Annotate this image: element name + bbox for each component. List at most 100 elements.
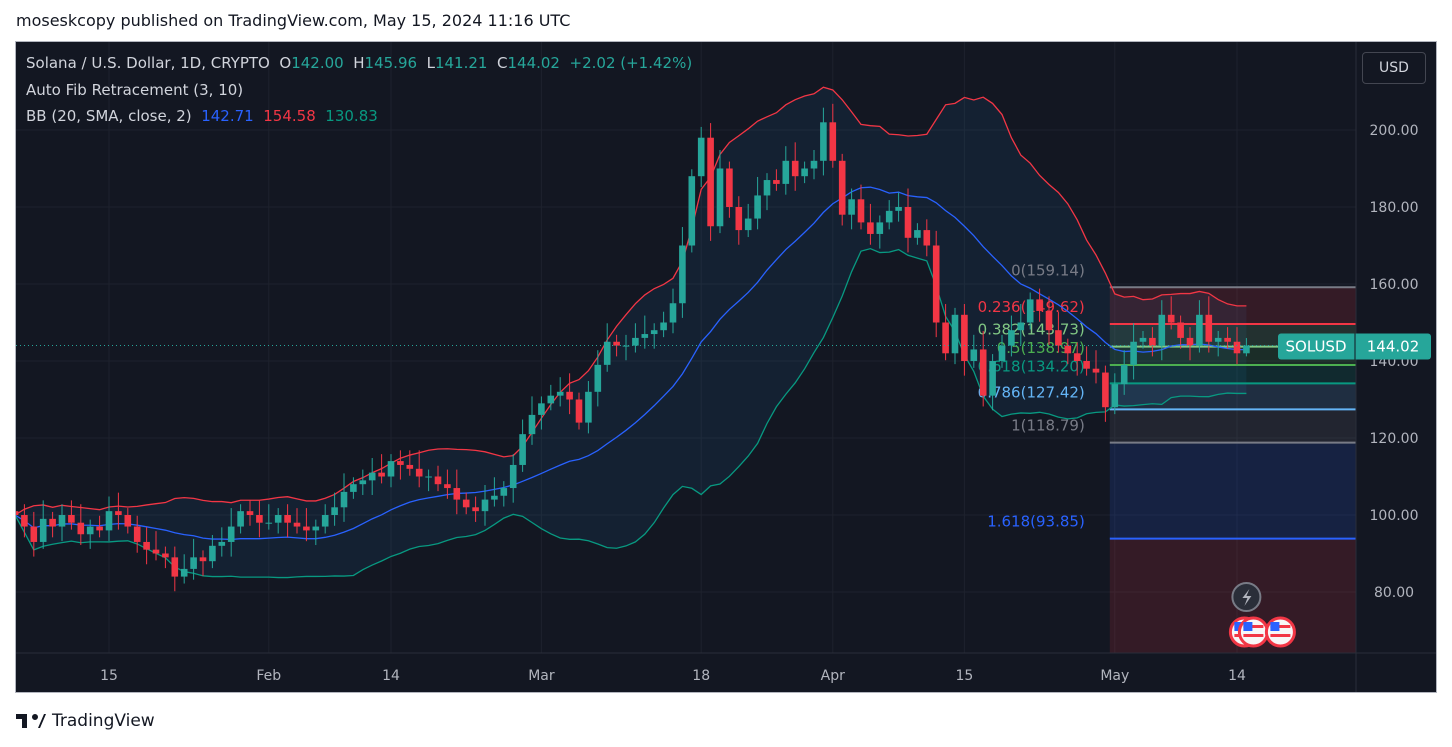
candle-body — [641, 334, 649, 338]
candle-body — [744, 218, 752, 231]
candle-body — [528, 414, 536, 435]
candle-body — [462, 499, 470, 508]
candle-body — [556, 391, 564, 396]
candle-body — [697, 137, 705, 177]
bb-upper-value: 154.58 — [263, 107, 316, 125]
fib-indicator-legend[interactable]: Auto Fib Retracement (3, 10) — [26, 81, 244, 99]
candle — [30, 511, 38, 557]
candle-body — [923, 230, 931, 246]
tradingview-logo[interactable]: TradingView — [16, 711, 155, 731]
bb-upper-line — [16, 86, 1247, 516]
candle-body — [979, 349, 987, 396]
candle-body — [716, 168, 724, 227]
candle — [509, 454, 517, 503]
candle — [857, 184, 865, 230]
candle — [209, 535, 216, 569]
candle — [970, 334, 978, 368]
candle-body — [274, 515, 282, 523]
bb-indicator-legend[interactable]: BB (20, SMA, close, 2) 142.71 154.58 130… — [26, 107, 378, 125]
candle — [124, 508, 132, 534]
high-value: 145.96 — [364, 54, 418, 72]
candle-body — [801, 168, 808, 177]
candle-body — [857, 199, 865, 223]
candle — [105, 496, 113, 542]
close-label: C — [497, 54, 508, 72]
open-label: O — [279, 54, 292, 72]
candle — [820, 107, 827, 176]
low-label: L — [426, 54, 435, 72]
time-tick-label: Mar — [528, 668, 555, 684]
candle — [1130, 323, 1137, 380]
candle — [425, 469, 432, 492]
chart-panel[interactable]: 0(159.14)0.236(149.62)0.382(143.73)0.5(1… — [15, 41, 1437, 693]
candle — [350, 477, 357, 499]
price-tick-label: 180.00 — [1370, 200, 1419, 216]
candle — [838, 153, 846, 226]
fib-level-label: 0.382(143.73) — [978, 321, 1085, 339]
fib-level-label: 1(118.79) — [1011, 417, 1085, 435]
candle — [1036, 288, 1043, 322]
candle — [321, 504, 329, 534]
candle — [49, 511, 56, 538]
candle — [1008, 315, 1015, 357]
close-value: 144.02 — [507, 54, 560, 72]
candle-body — [951, 314, 959, 354]
candle-body — [575, 399, 583, 423]
candle-body — [1120, 364, 1128, 385]
candle-body — [209, 545, 216, 562]
symbol-legend: Solana / U.S. Dollar, 1D, CRYPTO O142.00… — [26, 54, 692, 72]
candle-body — [782, 160, 790, 184]
candle — [274, 508, 282, 534]
candle-body — [415, 468, 423, 477]
candle-body — [124, 515, 132, 527]
candle-body — [566, 391, 573, 400]
candle — [538, 396, 545, 430]
price-tick-label: 200.00 — [1370, 123, 1419, 139]
candle — [133, 515, 141, 553]
candle-body — [86, 526, 94, 535]
candle — [660, 311, 667, 338]
price-chart[interactable]: 0(159.14)0.236(149.62)0.382(143.73)0.5(1… — [16, 42, 1436, 692]
candle — [1224, 327, 1231, 349]
candle-body — [1196, 314, 1203, 346]
candle-body — [49, 518, 56, 527]
candle — [1177, 315, 1184, 349]
candle-body — [1214, 337, 1222, 342]
candle — [528, 396, 536, 445]
candle — [218, 527, 226, 557]
currency-button[interactable]: USD — [1362, 52, 1426, 84]
candle — [199, 550, 207, 576]
time-tick-label: 15 — [955, 668, 973, 684]
candle — [867, 203, 874, 245]
candle-body — [1149, 337, 1156, 346]
candle — [585, 381, 592, 434]
candle — [284, 504, 291, 538]
candle-body — [265, 522, 273, 524]
candle-body — [444, 484, 451, 489]
candle — [791, 142, 799, 191]
candle-body — [632, 337, 639, 346]
candle — [303, 508, 310, 542]
candle — [397, 450, 404, 480]
time-tick-label: 14 — [1228, 668, 1246, 684]
time-tick-label: 18 — [692, 668, 710, 684]
candle — [58, 504, 66, 542]
candle-body — [754, 195, 761, 219]
candle — [227, 508, 235, 557]
candle-body — [914, 230, 921, 238]
bb-basis-value: 142.71 — [201, 107, 254, 125]
candle-body — [735, 207, 743, 231]
candle-body — [726, 168, 733, 207]
candle — [923, 219, 931, 257]
candle — [237, 504, 244, 534]
candle-body — [378, 472, 385, 477]
candle — [735, 196, 743, 245]
candle — [500, 481, 508, 507]
us-flag-event-icon[interactable] — [1264, 616, 1296, 648]
fib-level-label: 0(159.14) — [1011, 261, 1085, 279]
lightning-glyph — [1242, 589, 1252, 606]
candle — [115, 492, 122, 530]
bb-lower-line — [16, 247, 1247, 579]
us-flag-event-icon[interactable] — [1237, 616, 1269, 648]
candle-body — [594, 364, 602, 392]
